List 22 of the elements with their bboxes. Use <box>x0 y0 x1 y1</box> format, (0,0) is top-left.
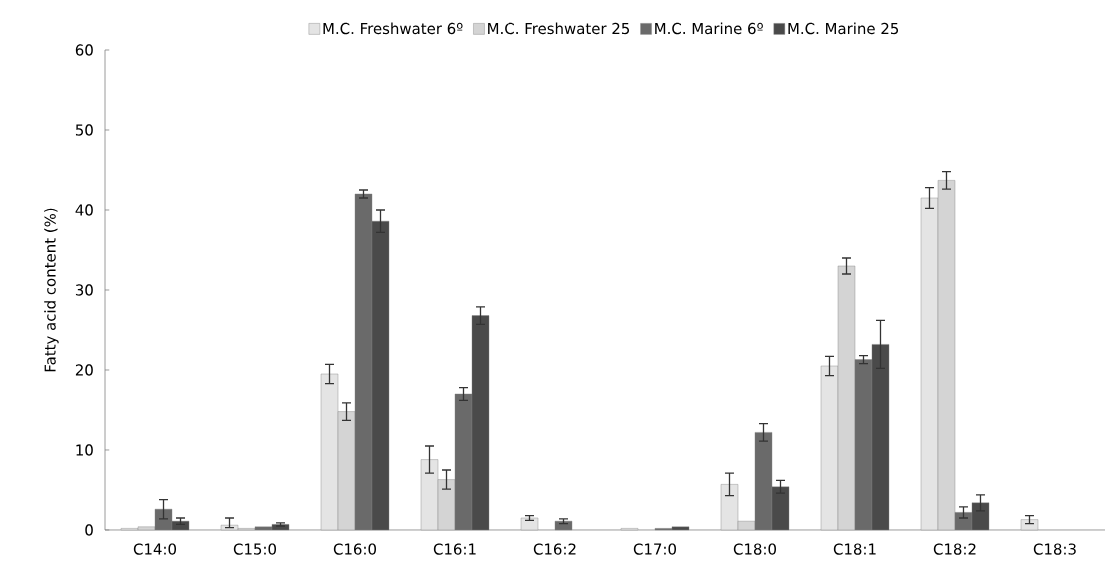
x-tick-label: C18:0 <box>733 543 776 555</box>
x-tick-label: C16:0 <box>333 543 376 555</box>
y-tick-label: 60 <box>75 44 93 56</box>
y-tick-label: 0 <box>85 524 93 536</box>
x-tick-label: C16:1 <box>433 543 476 555</box>
y-axis-title: Fatty acid content (%) <box>44 208 59 372</box>
y-tick-label: 10 <box>76 444 93 456</box>
x-tick-label: C18:2 <box>933 543 976 555</box>
y-tick-label: 50 <box>75 124 93 136</box>
x-tick-label: C18:1 <box>833 543 876 555</box>
y-tick-label: 40 <box>75 204 93 216</box>
legend-label: M.C. Marine 25 <box>788 22 899 35</box>
x-tick-label: C15:0 <box>233 543 276 555</box>
legend-label: M.C. Freshwater 25 <box>488 22 630 35</box>
legend-label: M.C. Marine 6º <box>655 22 763 35</box>
x-tick-label: C17:0 <box>633 543 676 555</box>
x-tick-label: C18:3 <box>1033 543 1076 555</box>
y-tick-label: 30 <box>75 284 93 296</box>
legend-label: M.C. Freshwater 6º <box>323 22 463 35</box>
x-tick-label: C14:0 <box>133 543 176 555</box>
y-tick-label: 20 <box>75 364 93 376</box>
x-tick-label: C16:2 <box>533 543 576 555</box>
